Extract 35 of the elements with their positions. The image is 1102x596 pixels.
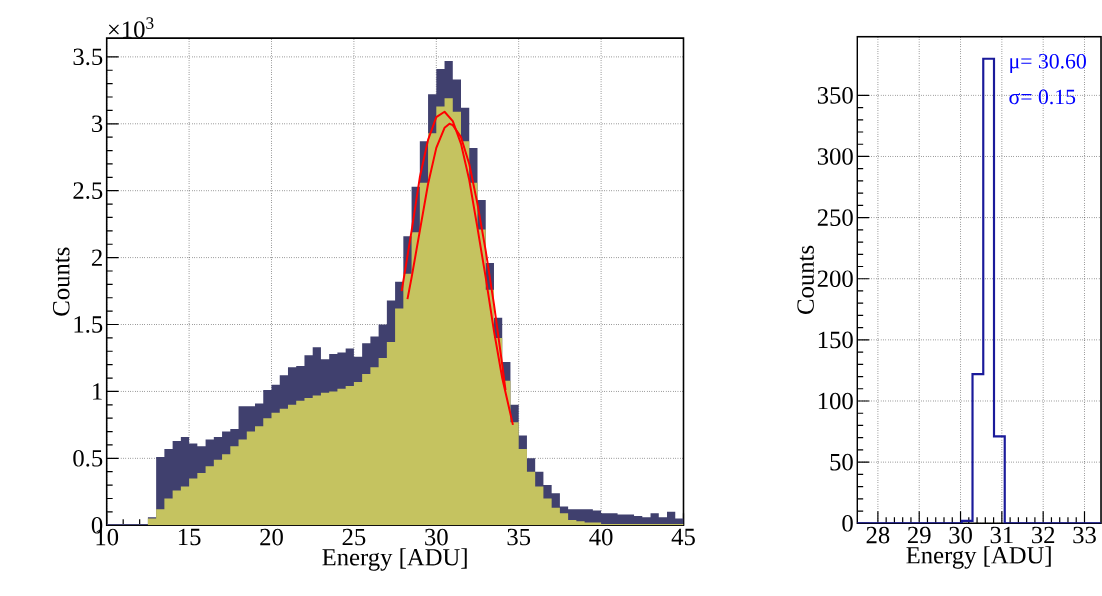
text: ×10$^{3}$ xyxy=(108,17,154,39)
x-tick-label: 35 xyxy=(507,528,531,546)
x-tick-label: 40 xyxy=(589,528,613,546)
x-tick-label: 31 xyxy=(990,526,1013,544)
x-tick-label: 33 xyxy=(1073,526,1096,544)
y-tick-label: 150 xyxy=(818,331,853,349)
y-tick-label: 3.5 xyxy=(73,48,103,66)
y-tick-label: 1.5 xyxy=(74,316,103,334)
y-tick-label: 100 xyxy=(818,392,853,410)
y-tick-label: 50 xyxy=(830,453,853,471)
x-tick-label: 45 xyxy=(671,528,695,546)
x-tick-label: 25 xyxy=(342,528,366,546)
x-tick-label: 28 xyxy=(866,526,890,544)
annotation: σ= 0.15 xyxy=(1009,89,1076,105)
x-tick-label: 15 xyxy=(178,528,201,546)
y-tick-label: 2.5 xyxy=(73,182,103,200)
x-tick-label: 32 xyxy=(1032,526,1055,544)
x-axis-title: Energy [ADU] xyxy=(322,548,467,571)
y-tick-label: 200 xyxy=(817,270,853,288)
x-tick-label: 30 xyxy=(425,528,448,546)
y-tick-label: 300 xyxy=(817,148,853,165)
y-tick-label: 0 xyxy=(842,515,853,532)
annotation: μ= 30.60 xyxy=(1010,54,1086,74)
x-tick-label: 30 xyxy=(949,526,972,544)
y-tick-label: 1 xyxy=(93,383,102,400)
y-tick-label: 3 xyxy=(92,115,103,133)
x-tick-label: 20 xyxy=(260,528,283,546)
x-tick-label: 29 xyxy=(907,526,931,544)
y-tick-label: 0.5 xyxy=(73,450,103,467)
y-axis-title: Counts xyxy=(52,247,70,316)
x-axis-title: Energy [ADU] xyxy=(906,546,1051,569)
y-tick-label: 2 xyxy=(91,249,102,266)
y-axis-title: Counts xyxy=(797,246,814,315)
y-tick-label: 250 xyxy=(817,209,853,227)
y-tick-label: 350 xyxy=(817,87,853,104)
